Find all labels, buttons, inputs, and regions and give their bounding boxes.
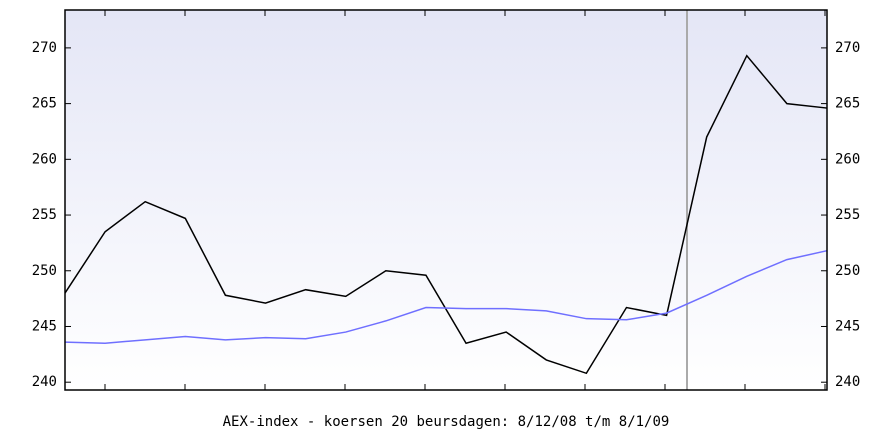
plot-frame: [64, 9, 828, 391]
y-tick-label-right: 255: [835, 207, 860, 223]
y-tick-label-right: 250: [835, 263, 860, 279]
series-line: [64, 54, 828, 375]
y-tick-label: 255: [32, 207, 57, 223]
plot-background: [65, 10, 827, 390]
y-tick-label-right: 270: [835, 40, 860, 56]
y-tick-label-right: 265: [835, 96, 860, 112]
y-tick-label-right: 240: [835, 374, 860, 390]
y-tick-label-right: 260: [835, 151, 860, 167]
y-tick-label: 265: [32, 96, 57, 112]
y-tick-label-right: 245: [835, 318, 860, 334]
y-tick-label: 240: [32, 374, 57, 390]
chart-title: AEX-index - koersen 20 beursdagen: 8/12/…: [223, 414, 670, 430]
series-line: [64, 249, 828, 344]
y-tick-label: 270: [32, 40, 57, 56]
y-tick-label: 245: [32, 318, 57, 334]
y-tick-label: 260: [32, 151, 57, 167]
y-tick-label: 250: [32, 263, 57, 279]
